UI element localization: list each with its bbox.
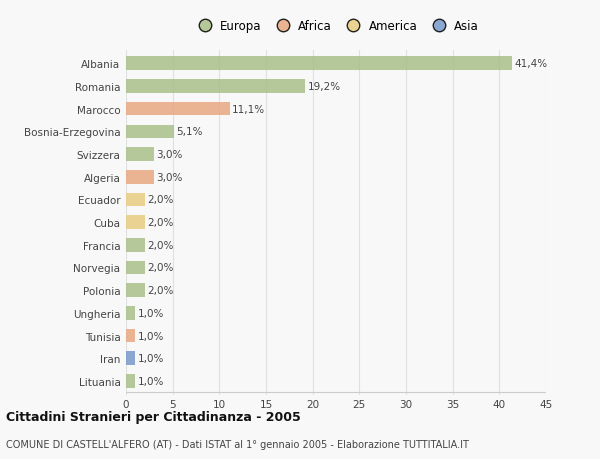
Text: 5,1%: 5,1% [176,127,202,137]
Bar [126,171,154,184]
Text: 19,2%: 19,2% [308,82,341,92]
Text: 41,4%: 41,4% [515,59,548,69]
Bar [126,375,136,388]
Bar [126,284,145,297]
Text: 3,0%: 3,0% [157,172,183,182]
Text: Cittadini Stranieri per Cittadinanza - 2005: Cittadini Stranieri per Cittadinanza - 2… [6,410,301,423]
Bar [126,80,305,94]
Bar [126,193,145,207]
Bar [126,307,136,320]
Bar [126,57,512,71]
Text: 1,0%: 1,0% [137,353,164,364]
Bar [126,352,136,365]
Text: 2,0%: 2,0% [147,263,173,273]
Bar [126,148,154,162]
Legend: Europa, Africa, America, Asia: Europa, Africa, America, Asia [188,15,484,38]
Text: 3,0%: 3,0% [157,150,183,160]
Text: 2,0%: 2,0% [147,240,173,250]
Text: 2,0%: 2,0% [147,285,173,296]
Bar [126,125,173,139]
Bar [126,102,230,116]
Bar [126,261,145,274]
Bar [126,239,145,252]
Text: 1,0%: 1,0% [137,376,164,386]
Bar [126,216,145,230]
Text: COMUNE DI CASTELL'ALFERO (AT) - Dati ISTAT al 1° gennaio 2005 - Elaborazione TUT: COMUNE DI CASTELL'ALFERO (AT) - Dati IST… [6,440,469,449]
Text: 1,0%: 1,0% [137,308,164,318]
Text: 2,0%: 2,0% [147,218,173,228]
Text: 2,0%: 2,0% [147,195,173,205]
Text: 1,0%: 1,0% [137,331,164,341]
Text: 11,1%: 11,1% [232,104,265,114]
Bar [126,329,136,343]
